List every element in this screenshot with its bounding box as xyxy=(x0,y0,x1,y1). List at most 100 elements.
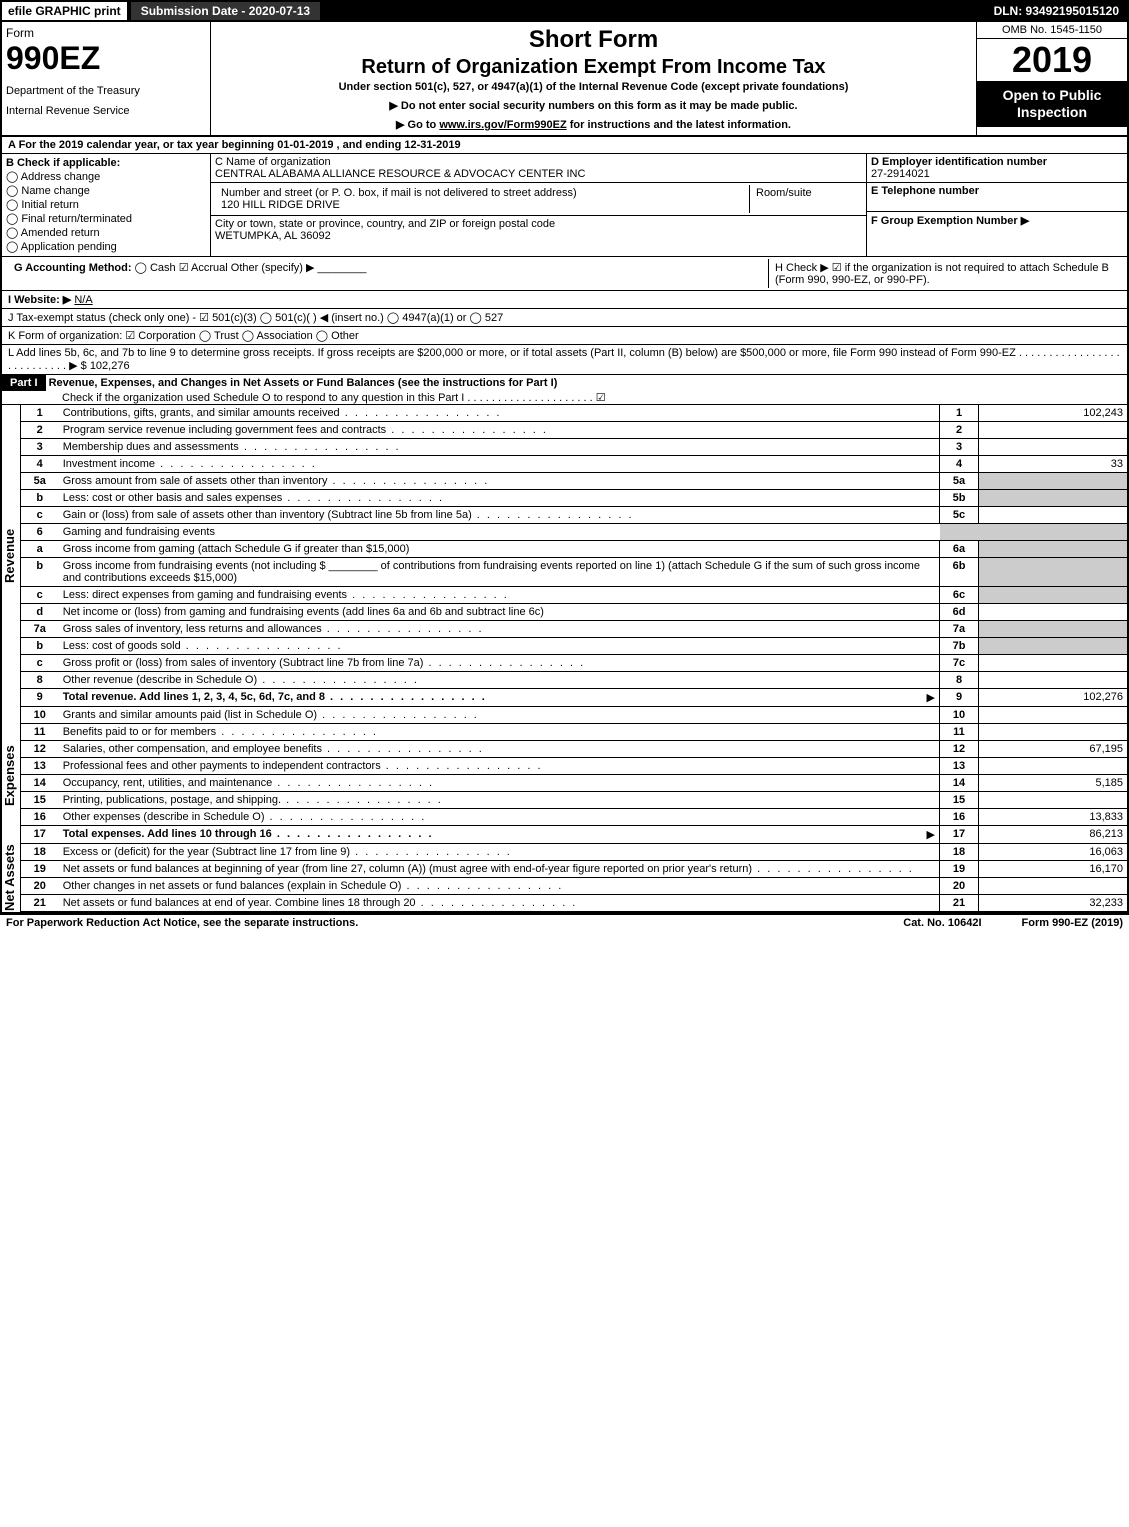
ln17-desc-cell: Total expenses. Add lines 10 through 16 … xyxy=(59,826,940,844)
ln9-amt: 102,276 xyxy=(979,689,1128,707)
ln12-num: 12 xyxy=(20,741,59,758)
i-website-row: I Website: ▶ N/A xyxy=(0,291,1129,309)
under-section: Under section 501(c), 527, or 4947(a)(1)… xyxy=(219,81,968,93)
ssn-warning: ▶ Do not enter social security numbers o… xyxy=(219,99,968,112)
chk-initial[interactable]: ◯ Initial return xyxy=(6,198,206,211)
ln2-desc: Program service revenue including govern… xyxy=(59,422,940,439)
g-h-row: G Accounting Method: ◯ Cash ☑ Accrual Ot… xyxy=(0,257,1129,291)
ln9-desc-cell: Total revenue. Add lines 1, 2, 3, 4, 5c,… xyxy=(59,689,940,707)
phone-block: E Telephone number xyxy=(867,183,1127,212)
ln13-box: 13 xyxy=(940,758,979,775)
ln20-box: 20 xyxy=(940,878,979,895)
ln13-num: 13 xyxy=(20,758,59,775)
chk-address[interactable]: ◯ Address change xyxy=(6,170,206,183)
ln16-box: 16 xyxy=(940,809,979,826)
ln9-num: 9 xyxy=(20,689,59,707)
street-value: 120 HILL RIDGE DRIVE xyxy=(221,199,340,211)
ln15-box: 15 xyxy=(940,792,979,809)
form-word: Form xyxy=(6,26,206,40)
dln-label: DLN: 93492195015120 xyxy=(986,2,1127,20)
ln12-amt: 67,195 xyxy=(979,741,1128,758)
ln6b-shade xyxy=(979,558,1128,587)
ln5a-desc: Gross amount from sale of assets other t… xyxy=(63,475,490,487)
footer-right: Form 990-EZ (2019) xyxy=(1022,917,1123,929)
chk-final[interactable]: ◯ Final return/terminated xyxy=(6,212,206,225)
f-label: F Group Exemption Number ▶ xyxy=(871,215,1029,227)
ln18-amt: 16,063 xyxy=(979,844,1128,861)
g-accrual-label: Accrual xyxy=(191,262,228,274)
netassets-section: Net Assets 18Excess or (deficit) for the… xyxy=(0,844,1129,914)
website-value: N/A xyxy=(74,294,92,306)
dept-label: Department of the Treasury xyxy=(6,85,206,97)
ln20-desc: Other changes in net assets or fund bala… xyxy=(59,878,940,895)
chk-name-label: Name change xyxy=(21,185,90,197)
ln6d-desc: Net income or (loss) from gaming and fun… xyxy=(59,604,940,621)
ln17-desc: Total expenses. Add lines 10 through 16 xyxy=(63,828,434,840)
expenses-section: Expenses 10Grants and similar amounts pa… xyxy=(0,707,1129,844)
ln1-num: 1 xyxy=(20,405,59,422)
ln9-box: 9 xyxy=(940,689,979,707)
ln3-num: 3 xyxy=(20,439,59,456)
footer-left: For Paperwork Reduction Act Notice, see … xyxy=(6,917,358,929)
chk-name[interactable]: ◯ Name change xyxy=(6,184,206,197)
ln8-box: 8 xyxy=(940,672,979,689)
l-amount: 102,276 xyxy=(90,360,130,372)
k-org-form-row: K Form of organization: ☑ Corporation ◯ … xyxy=(0,327,1129,345)
ln20-num: 20 xyxy=(20,878,59,895)
ln17-amt: 86,213 xyxy=(979,826,1128,844)
chk-final-label: Final return/terminated xyxy=(21,213,132,225)
ln14-num: 14 xyxy=(20,775,59,792)
irs-label: Internal Revenue Service xyxy=(6,105,206,117)
irs-link[interactable]: www.irs.gov/Form990EZ xyxy=(439,119,566,131)
ln5a-num: 5a xyxy=(20,473,59,490)
ln6a-shade xyxy=(979,541,1128,558)
i-label: I Website: ▶ xyxy=(8,294,71,306)
ln4-box: 4 xyxy=(940,456,979,473)
g-accrual[interactable]: ☑ Accrual xyxy=(179,262,228,274)
ln5c-amt xyxy=(979,507,1128,524)
ln15-num: 15 xyxy=(20,792,59,809)
expenses-side-label: Expenses xyxy=(2,707,20,844)
ln17-box: 17 xyxy=(940,826,979,844)
netassets-side-label: Net Assets xyxy=(2,844,20,912)
street-block: Number and street (or P. O. box, if mail… xyxy=(211,183,866,216)
ln19-desc: Net assets or fund balances at beginning… xyxy=(59,861,940,878)
ln1-amt: 102,243 xyxy=(979,405,1128,422)
ln5c-box: 5c xyxy=(940,507,979,524)
check-heading: B Check if applicable: xyxy=(6,157,120,169)
efile-label: efile GRAPHIC print xyxy=(2,2,127,20)
ln6a-desc: Gross income from gaming (attach Schedul… xyxy=(59,541,940,558)
ein-block: D Employer identification number 27-2914… xyxy=(867,154,1127,183)
g-cash[interactable]: ◯ Cash xyxy=(135,262,176,274)
title-cell: Short Form Return of Organization Exempt… xyxy=(211,22,976,135)
ln16-num: 16 xyxy=(20,809,59,826)
ln7b-shade xyxy=(979,638,1128,655)
ln17-arrow: ▶ xyxy=(927,828,935,841)
ln6b-ibox: 6b xyxy=(940,558,979,587)
goto-post: for instructions and the latest informat… xyxy=(567,119,791,131)
ln7c-amt xyxy=(979,655,1128,672)
e-label: E Telephone number xyxy=(871,185,979,197)
ln7b-num: b xyxy=(20,638,59,655)
chk-amended[interactable]: ◯ Amended return xyxy=(6,226,206,239)
ln7b-desc: Less: cost of goods sold xyxy=(59,638,940,655)
ln8-amt xyxy=(979,672,1128,689)
ln6b-num: b xyxy=(20,558,59,587)
ln5b-desc: Less: cost or other basis and sales expe… xyxy=(59,490,940,507)
ln21-num: 21 xyxy=(20,895,59,912)
netassets-table: 18Excess or (deficit) for the year (Subt… xyxy=(20,844,1127,912)
ln10-desc: Grants and similar amounts paid (list in… xyxy=(59,707,940,724)
ln5a-ibox: 5a xyxy=(940,473,979,490)
org-info-col: C Name of organization CENTRAL ALABAMA A… xyxy=(211,154,866,256)
ln5a-shade xyxy=(979,473,1128,490)
open-public-badge: Open to Public Inspection xyxy=(977,81,1127,127)
chk-app-label: Application pending xyxy=(21,241,117,253)
g-label: G Accounting Method: xyxy=(14,262,132,274)
ein-value: 27-2914021 xyxy=(871,168,930,180)
form-number: 990EZ xyxy=(6,40,206,77)
street-label: Number and street (or P. O. box, if mail… xyxy=(221,187,577,199)
ln13-desc: Professional fees and other payments to … xyxy=(59,758,940,775)
ln18-num: 18 xyxy=(20,844,59,861)
g-other[interactable]: Other (specify) ▶ ________ xyxy=(231,262,367,274)
chk-application[interactable]: ◯ Application pending xyxy=(6,240,206,253)
